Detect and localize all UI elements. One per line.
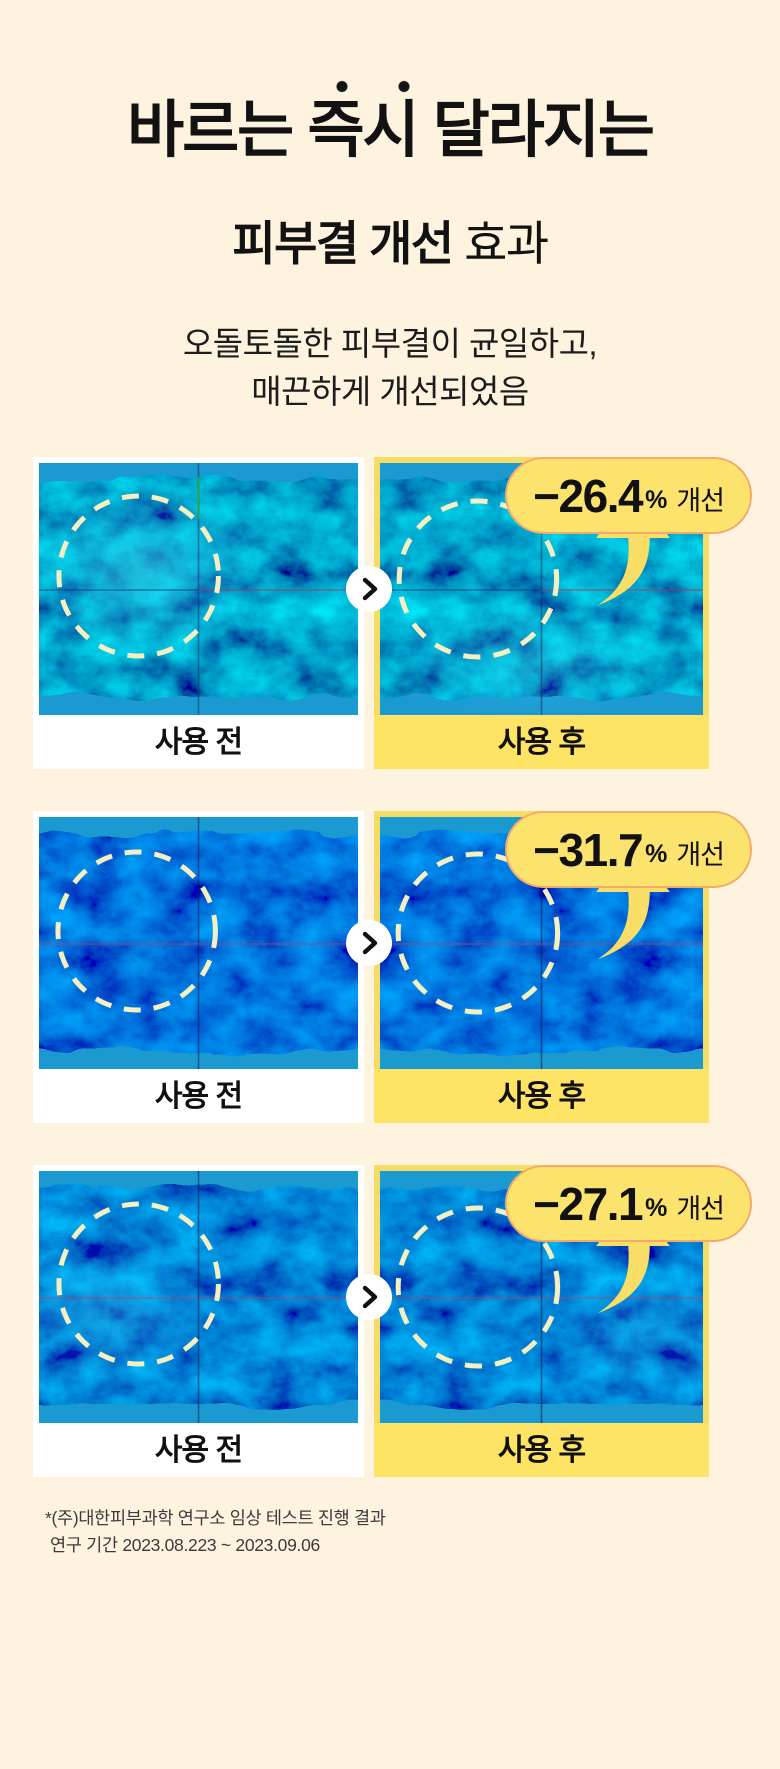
- improvement-suffix: 개선: [676, 486, 725, 517]
- skin-scan-before: [39, 1171, 358, 1424]
- skin-scan-before: [39, 817, 358, 1070]
- after-label: 사용 후: [374, 715, 709, 770]
- page-title: 바르는 즉시 달라지는: [0, 78, 780, 165]
- title-pre: 바르는: [127, 96, 308, 165]
- improvement-value: −27.1: [533, 1177, 643, 1230]
- dashed-focus-circle: [396, 498, 560, 660]
- after-label: 사용 후: [374, 1069, 709, 1124]
- skin-scan-image: [39, 1171, 358, 1424]
- subtitle-rest: 효과: [452, 217, 549, 271]
- before-card: 사용 전: [33, 1165, 364, 1478]
- improvement-value: −31.7: [533, 823, 643, 876]
- title-emphasis-dotted: 즉시: [307, 78, 420, 164]
- description-line-1: 오돌토돌한 피부결이 균일하고,: [182, 325, 598, 363]
- before-label: 사용 전: [39, 1423, 358, 1472]
- comparison-sections: −26.4 % 개선 사용 전: [0, 457, 780, 1478]
- chevron-right-badge: [346, 920, 392, 967]
- page-subtitle: 피부결 개선 효과: [0, 205, 780, 274]
- dashed-focus-circle: [55, 849, 218, 1013]
- chevron-right-badge: [346, 566, 392, 613]
- comparison-section-3: −27.1 % 개선 사용 전: [0, 1165, 780, 1478]
- footnote-line-2: 연구 기간 2023.08.223 ~ 2023.09.06: [50, 1535, 320, 1556]
- before-label: 사용 전: [39, 1069, 358, 1118]
- improvement-suffix: 개선: [676, 1194, 725, 1225]
- chevron-right-icon: [362, 577, 378, 601]
- skin-scan-image: [39, 817, 358, 1070]
- before-label: 사용 전: [39, 715, 358, 764]
- improvement-badge: −26.4 % 개선: [505, 457, 752, 535]
- title-post: 달라지는: [417, 96, 655, 165]
- footnote-line-1: *(주)대한피부과학 연구소 임상 테스트 진행 결과: [45, 1508, 386, 1529]
- header: 바르는 즉시 달라지는 피부결 개선 효과 오돌토돌한 피부결이 균일하고, 매…: [0, 78, 780, 415]
- chevron-right-icon: [362, 1285, 378, 1309]
- subtitle-bold: 피부결 개선: [232, 217, 454, 271]
- skin-scan-image: [39, 463, 358, 716]
- comparison-section-1: −26.4 % 개선 사용 전: [0, 457, 780, 770]
- improvement-value: −26.4: [533, 469, 643, 522]
- before-card: 사용 전: [33, 457, 364, 770]
- chevron-right-badge: [346, 1274, 392, 1321]
- dashed-focus-circle: [395, 1205, 561, 1369]
- percent-sign: %: [645, 486, 668, 515]
- percent-sign: %: [645, 840, 668, 869]
- improvement-badge: −31.7 % 개선: [505, 811, 752, 889]
- chevron-right-icon: [362, 931, 378, 955]
- improvement-badge: −27.1 % 개선: [505, 1165, 752, 1243]
- footnote: *(주)대한피부과학 연구소 임상 테스트 진행 결과 연구 기간 2023.0…: [45, 1505, 780, 1559]
- before-card: 사용 전: [33, 811, 364, 1124]
- dashed-focus-circle: [56, 493, 221, 659]
- comparison-section-2: −31.7 % 개선 사용 전: [0, 811, 780, 1124]
- after-label: 사용 후: [374, 1423, 709, 1478]
- percent-sign: %: [645, 1194, 668, 1223]
- dashed-focus-circle: [56, 1201, 221, 1367]
- dashed-focus-circle: [395, 851, 561, 1015]
- improvement-suffix: 개선: [676, 840, 725, 871]
- skin-scan-before: [39, 463, 358, 716]
- description: 오돌토돌한 피부결이 균일하고, 매끈하게 개선되었음: [0, 320, 780, 415]
- description-line-2: 매끈하게 개선되었음: [251, 372, 529, 410]
